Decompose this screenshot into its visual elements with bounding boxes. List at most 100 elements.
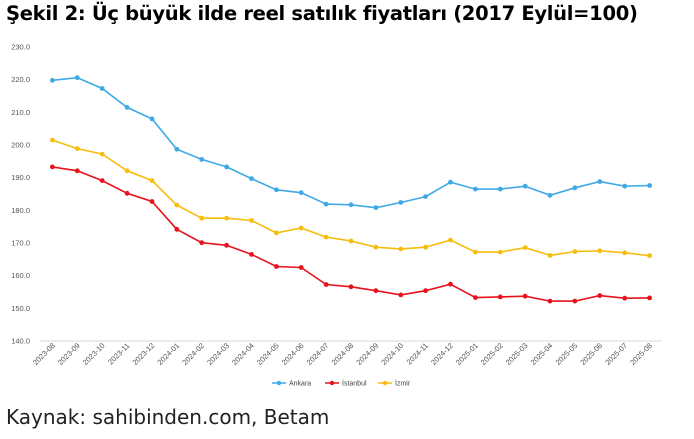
- data-point: [124, 190, 130, 196]
- y-tick-label: 220.0: [11, 75, 30, 84]
- series-line-0: [52, 76, 650, 209]
- data-point: [473, 249, 478, 255]
- data-point: [298, 265, 304, 270]
- data-point: [423, 288, 428, 294]
- y-tick-label: 180.0: [11, 206, 30, 215]
- y-tick-label: 170.0: [11, 239, 30, 248]
- x-tick-label: 2024-10: [379, 341, 405, 367]
- data-point: [249, 252, 254, 257]
- data-point: [274, 230, 279, 236]
- data-point: [174, 202, 180, 208]
- data-point: [298, 225, 304, 231]
- x-tick-label: 2024-02: [180, 341, 206, 367]
- line-chart: 140.0 150.0 160.0 170.0 180.0 190.0 200.0 210.0…: [11, 43, 662, 388]
- data-point: [547, 192, 553, 198]
- data-point: [622, 250, 628, 256]
- y-tick-label: 150.0: [11, 304, 30, 313]
- x-tick-label: 2024-06: [280, 341, 306, 367]
- data-point: [99, 151, 105, 157]
- data-point: [522, 183, 528, 189]
- y-tick-label: 140.0: [11, 337, 30, 346]
- data-point: [547, 298, 553, 304]
- data-point: [497, 294, 503, 300]
- data-point: [224, 164, 230, 170]
- y-tick-label: 160.0: [11, 271, 30, 280]
- data-point: [323, 282, 329, 287]
- data-point: [597, 248, 603, 254]
- data-point: [174, 146, 180, 152]
- data-point: [647, 253, 652, 259]
- legend-swatch-marker: [276, 380, 282, 386]
- data-point: [149, 116, 155, 122]
- legend-label: İstanbul: [342, 379, 367, 388]
- data-point: [199, 215, 205, 221]
- data-point: [50, 77, 55, 83]
- data-point: [572, 298, 578, 304]
- data-point: [547, 253, 553, 258]
- data-point: [622, 183, 628, 189]
- data-point: [298, 190, 304, 196]
- data-point: [448, 179, 453, 185]
- data-point: [149, 178, 155, 184]
- data-point: [398, 292, 404, 298]
- data-point: [348, 202, 354, 208]
- data-point: [323, 201, 329, 207]
- x-axis: 2023-08 2023-09 2023-10 2023-11 2023-12 2024-…: [31, 340, 662, 367]
- data-point: [373, 288, 379, 294]
- data-point: [572, 249, 578, 254]
- data-point: [50, 137, 55, 143]
- data-point: [249, 218, 254, 223]
- legend: Ankara İstanbul İzmir: [272, 379, 411, 388]
- data-point: [124, 105, 130, 110]
- data-point: [522, 245, 528, 251]
- legend-swatch-marker: [382, 380, 388, 386]
- data-point: [448, 281, 453, 287]
- data-point: [199, 157, 205, 162]
- data-point: [423, 244, 428, 250]
- data-point: [348, 238, 354, 244]
- data-point: [373, 205, 379, 211]
- data-point: [572, 185, 578, 191]
- x-tick-label: 2024-12: [429, 341, 455, 367]
- data-point: [622, 295, 628, 301]
- data-point: [74, 168, 80, 174]
- x-tick-label: 2023-09: [56, 341, 82, 367]
- data-point: [647, 295, 652, 301]
- source-note: Kaynak: sahibinden.com, Betam: [6, 405, 330, 429]
- x-tick-label: 2023-11: [106, 341, 131, 366]
- x-tick-label: 2024-08: [330, 341, 356, 367]
- x-tick-label: 2024-01: [155, 341, 181, 367]
- data-point: [398, 200, 404, 205]
- legend-swatch-marker: [329, 380, 335, 386]
- data-point: [174, 226, 180, 232]
- x-tick-label: 2024-05: [255, 341, 281, 367]
- y-tick-label: 190.0: [11, 173, 30, 182]
- x-tick-label: 2025-01: [454, 341, 480, 367]
- data-point: [522, 293, 528, 299]
- y-tick-label: 200.0: [11, 141, 30, 150]
- data-point: [99, 86, 105, 91]
- data-point: [597, 293, 603, 298]
- data-point: [398, 246, 404, 252]
- x-tick-label: 2024-09: [354, 341, 380, 367]
- data-point: [348, 284, 354, 290]
- x-tick-label: 2024-07: [305, 341, 331, 367]
- data-point: [597, 179, 603, 185]
- data-point: [448, 237, 453, 243]
- x-tick-label: 2025-04: [529, 341, 555, 367]
- y-tick-label: 210.0: [11, 108, 30, 117]
- x-tick-label: 2023-12: [131, 341, 157, 367]
- x-tick-label: 2024-04: [230, 341, 256, 367]
- data-point: [497, 186, 503, 192]
- data-point: [249, 176, 254, 182]
- legend-label: İzmir: [395, 379, 411, 388]
- x-tick-label: 2024-03: [205, 341, 231, 367]
- x-tick-label: 2023-10: [81, 341, 107, 367]
- data-point: [423, 194, 428, 200]
- x-tick-label: 2025-03: [504, 341, 530, 367]
- chart-title: Şekil 2: Üç büyük ilde reel satılık fiya…: [6, 2, 638, 25]
- data-point: [124, 168, 130, 174]
- series-group: [50, 75, 652, 304]
- data-point: [373, 244, 379, 250]
- series-line-1: [52, 166, 650, 302]
